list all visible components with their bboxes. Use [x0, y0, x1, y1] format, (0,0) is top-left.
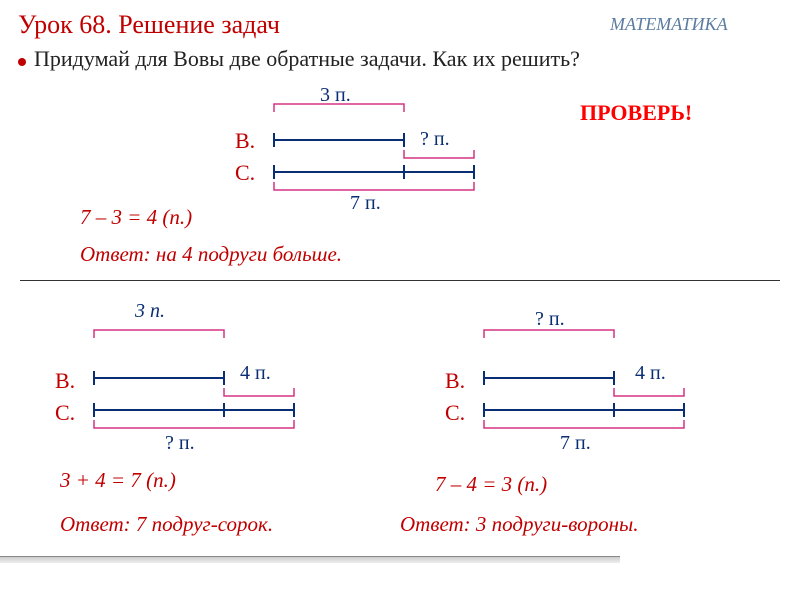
subject-label: МАТЕМАТИКА	[610, 14, 728, 35]
top-answer: Ответ: на 4 подруги больше.	[80, 242, 342, 267]
slide: Урок 68. Решение задач МАТЕМАТИКА Придум…	[0, 0, 800, 600]
top-diagram	[270, 100, 500, 200]
bl-label-3p: 3 п.	[135, 300, 165, 323]
br-equation: 7 – 4 = 3 (п.)	[435, 472, 547, 497]
question-text: Придумай для Вовы две обратные задачи. К…	[34, 46, 580, 72]
top-equation: 7 – 3 = 4 (п.)	[80, 205, 192, 230]
separator-line	[20, 280, 780, 281]
top-row-v-label: В.	[235, 128, 255, 154]
bl-row-v-label: В.	[55, 368, 75, 394]
br-row-v-label: В.	[445, 368, 465, 394]
br-row-s-label: С.	[445, 400, 465, 426]
check-label: ПРОВЕРЬ!	[580, 100, 692, 126]
br-answer: Ответ: 3 подруги-вороны.	[400, 512, 638, 537]
bullet-icon	[18, 58, 26, 66]
bottom-rule	[0, 556, 620, 563]
lesson-title: Урок 68. Решение задач	[18, 10, 280, 40]
bl-answer: Ответ: 7 подруг-сорок.	[60, 512, 273, 537]
top-row-s-label: С.	[235, 160, 255, 186]
br-diagram	[480, 326, 710, 436]
bl-equation: 3 + 4 = 7 (п.)	[60, 468, 176, 493]
bl-diagram	[90, 326, 320, 436]
bl-row-s-label: С.	[55, 400, 75, 426]
